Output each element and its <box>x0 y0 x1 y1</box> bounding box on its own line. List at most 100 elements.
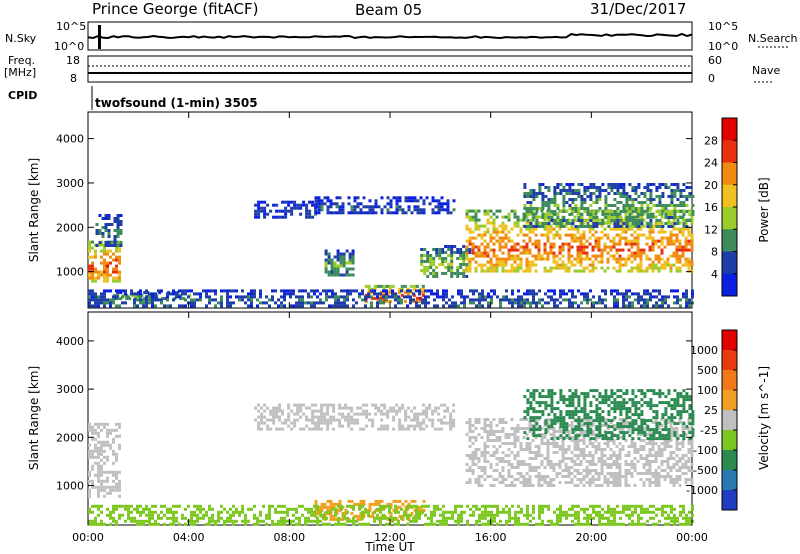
power-echo-cell <box>649 198 653 201</box>
power-echo-cell <box>597 260 601 264</box>
power-echo-cell <box>343 301 346 305</box>
power-echo-cell <box>151 301 154 305</box>
velocity-echo-cell <box>483 472 487 475</box>
velocity-echo-cell <box>661 401 665 405</box>
power-echo-cell <box>643 301 646 305</box>
velocity-echo-cell <box>296 409 300 413</box>
colorbar-tick-label: 24 <box>704 157 718 170</box>
velocity-echo-cell <box>257 427 261 431</box>
velocity-echo-cell <box>633 448 637 451</box>
velocity-echo-cell <box>507 463 511 466</box>
power-echo-cell <box>687 230 691 234</box>
power-echo-cell <box>349 292 352 296</box>
power-echo-cell <box>598 198 602 201</box>
power-echo-cell <box>537 245 541 249</box>
velocity-echo-cell <box>619 410 623 414</box>
power-echo-cell <box>646 222 650 225</box>
power-echo-cell <box>284 215 288 219</box>
power-echo-cell <box>571 301 574 305</box>
velocity-echo-cell <box>636 433 640 436</box>
velocity-echo-cell <box>308 427 312 431</box>
power-echo-cell <box>657 239 661 243</box>
power-echo-cell <box>615 209 619 213</box>
velocity-echo-cell <box>172 519 175 523</box>
power-echo-cell <box>298 301 301 305</box>
power-echo-cell <box>546 233 550 237</box>
velocity-echo-cell <box>377 499 381 503</box>
power-echo-cell <box>604 210 608 213</box>
power-echo-cell <box>621 218 625 222</box>
velocity-echo-cell <box>501 478 505 481</box>
velocity-echo-cell <box>637 416 641 420</box>
power-echo-cell <box>613 298 616 302</box>
power-echo-cell <box>651 245 655 249</box>
power-echo-cell <box>88 292 91 296</box>
power-echo-cell <box>658 198 662 201</box>
power-echo-cell <box>538 189 542 192</box>
power-echo-cell <box>501 221 505 225</box>
power-echo-cell <box>636 245 640 249</box>
power-echo-cell <box>418 299 422 303</box>
velocity-echo-cell <box>103 455 106 459</box>
velocity-echo-cell <box>582 442 586 445</box>
velocity-echo-cell <box>559 392 563 396</box>
velocity-echo-cell <box>91 485 94 489</box>
velocity-echo-cell <box>654 451 658 454</box>
power-echo-cell <box>523 183 527 186</box>
power-echo-cell <box>475 304 478 308</box>
power-echo-cell <box>594 266 598 270</box>
velocity-echo-cell <box>538 401 542 405</box>
velocity-echo-cell <box>627 484 631 487</box>
power-echo-cell <box>386 208 390 212</box>
power-echo-cell <box>406 295 409 299</box>
velocity-echo-cell <box>259 513 262 517</box>
velocity-echo-cell <box>513 457 517 460</box>
power-echo-cell <box>292 289 295 293</box>
power-echo-cell <box>256 298 259 302</box>
power-echo-cell <box>646 292 649 296</box>
power-echo-cell <box>670 195 674 198</box>
velocity-echo-cell <box>595 428 599 432</box>
power-echo-cell <box>260 209 264 213</box>
power-echo-cell <box>280 295 283 299</box>
velocity-echo-cell <box>489 424 493 427</box>
power-echo-cell <box>382 289 385 293</box>
velocity-echo-cell <box>592 419 596 423</box>
power-echo-cell <box>435 272 439 275</box>
power-echo-cell <box>685 219 689 222</box>
power-echo-cell <box>576 257 580 261</box>
power-echo-cell <box>577 183 581 186</box>
power-echo-cell <box>418 289 421 293</box>
power-echo-cell <box>613 204 617 207</box>
velocity-echo-cell <box>437 412 441 416</box>
velocity-echo-cell <box>574 413 578 417</box>
power-echo-cell <box>404 199 408 203</box>
power-echo-cell <box>103 270 106 274</box>
velocity-echo-cell <box>676 413 680 417</box>
velocity-echo-cell <box>320 409 324 413</box>
power-echo-cell <box>643 298 646 302</box>
velocity-echo-cell <box>582 418 586 421</box>
velocity-echo-cell <box>501 475 505 478</box>
velocity-echo-cell <box>522 418 526 421</box>
velocity-echo-cell <box>465 454 469 457</box>
velocity-echo-cell <box>313 519 316 523</box>
velocity-echo-cell <box>142 510 145 514</box>
power-echo-cell <box>438 251 442 254</box>
velocity-echo-cell <box>603 478 607 481</box>
velocity-echo-cell <box>531 484 535 487</box>
power-echo-cell <box>628 289 631 293</box>
power-echo-cell <box>541 195 545 198</box>
velocity-echo-cell <box>657 451 661 454</box>
velocity-echo-cell <box>166 507 169 511</box>
velocity-echo-cell <box>654 457 658 460</box>
velocity-echo-cell <box>612 481 616 484</box>
velocity-echo-cell <box>359 502 363 506</box>
power-echo-cell <box>91 255 94 259</box>
velocity-echo-cell <box>651 475 655 478</box>
velocity-echo-cell <box>97 434 100 438</box>
power-echo-cell <box>562 298 565 302</box>
velocity-echo-cell <box>565 425 569 429</box>
power-echo-cell <box>501 263 505 267</box>
velocity-echo-cell <box>341 424 345 428</box>
